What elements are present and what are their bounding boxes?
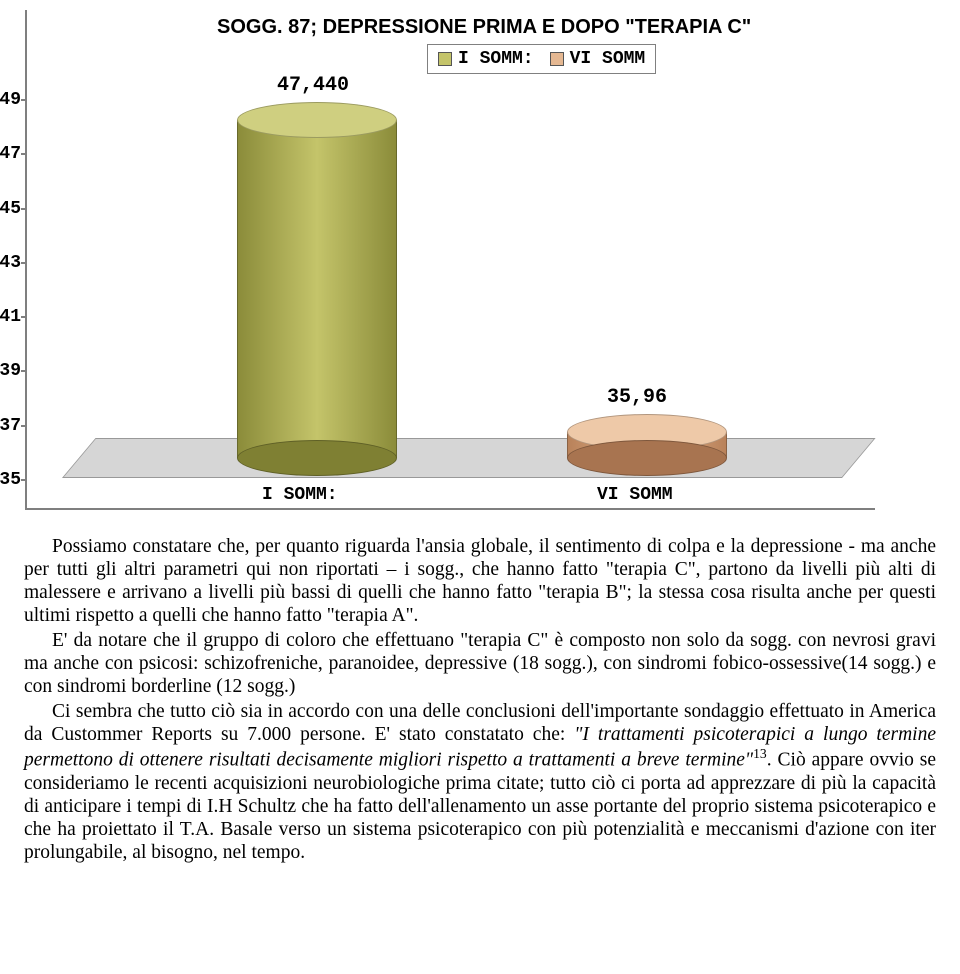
- bar-bottom-2: [567, 440, 727, 476]
- y-tick-mark: [21, 425, 27, 427]
- paragraph-3: Ci sembra che tutto ciò sia in accordo c…: [24, 700, 936, 864]
- bar-value-label-2: 35,96: [607, 386, 667, 409]
- y-tick-label: 43: [0, 253, 21, 273]
- y-tick-mark: [21, 262, 27, 264]
- y-tick-label: 49: [0, 90, 21, 110]
- legend-swatch-2: [550, 52, 564, 66]
- y-tick-mark: [21, 208, 27, 210]
- y-tick-label: 37: [0, 416, 21, 436]
- y-tick-mark: [21, 99, 27, 101]
- chart-title: SOGG. 87; DEPRESSIONE PRIMA E DOPO "TERA…: [217, 16, 751, 39]
- y-tick-label: 45: [0, 199, 21, 219]
- chart-floor: [62, 438, 876, 478]
- y-tick-label: 41: [0, 307, 21, 327]
- paragraph-2: E' da notare che il gruppo di coloro che…: [24, 629, 936, 698]
- x-label-2: VI SOMM: [597, 485, 673, 505]
- chart-container: SOGG. 87; DEPRESSIONE PRIMA E DOPO "TERA…: [25, 10, 875, 510]
- y-tick-mark: [21, 370, 27, 372]
- chart-legend: I SOMM: VI SOMM: [427, 44, 656, 74]
- x-label-1: I SOMM:: [262, 485, 338, 505]
- bar-vi-somm: 35,96: [567, 432, 727, 458]
- body-text: Possiamo constatare che, per quanto rigu…: [0, 535, 960, 864]
- y-tick-mark: [21, 316, 27, 318]
- y-tick-label: 47: [0, 144, 21, 164]
- y-tick-label: 39: [0, 361, 21, 381]
- legend-label-2: VI SOMM: [570, 49, 646, 69]
- bar-body-1: [237, 120, 397, 458]
- legend-swatch-1: [438, 52, 452, 66]
- bar-value-label-1: 47,440: [277, 74, 349, 97]
- bar-bottom-1: [237, 440, 397, 476]
- y-tick-mark: [21, 479, 27, 481]
- legend-label-1: I SOMM:: [458, 49, 534, 69]
- bar-i-somm: 47,440: [237, 120, 397, 458]
- paragraph-1: Possiamo constatare che, per quanto rigu…: [24, 535, 936, 627]
- y-tick-label: 35: [0, 470, 21, 490]
- y-tick-mark: [21, 153, 27, 155]
- p3-footnote-ref: 13: [753, 746, 767, 761]
